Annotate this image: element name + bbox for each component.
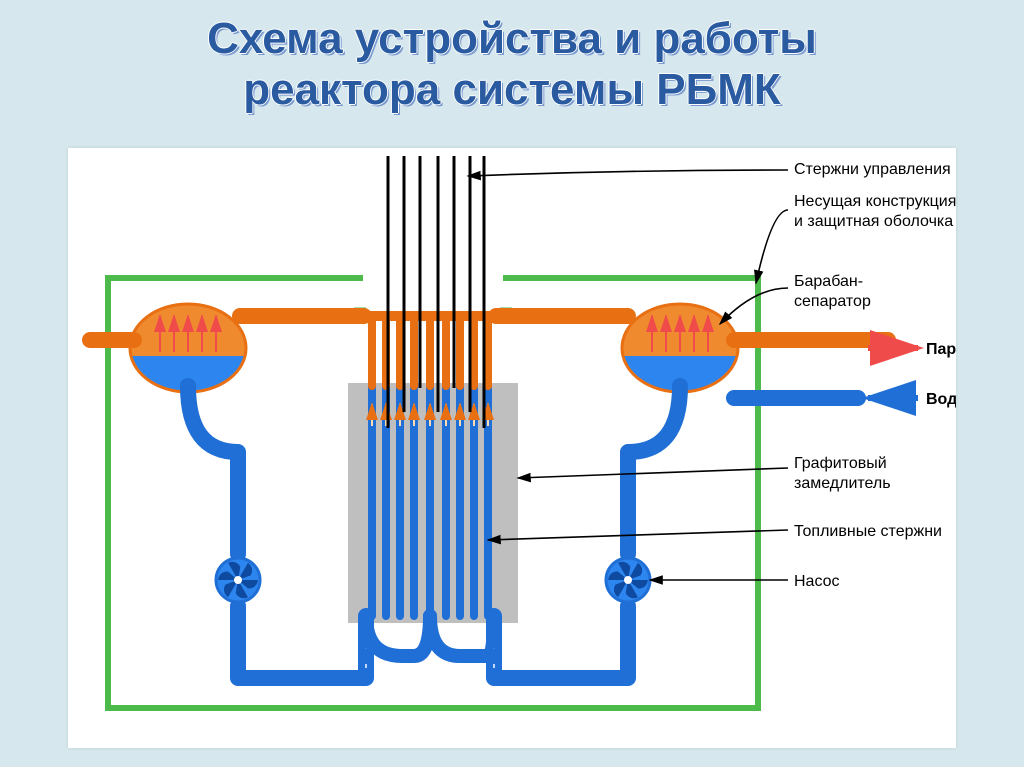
svg-text:и защитная оболочка реак: и защитная оболочка реак	[794, 213, 956, 230]
svg-text:Насос: Насос	[794, 573, 840, 590]
svg-text:Графитовый: Графитовый	[794, 455, 887, 472]
reactor-diagram: Стержни управления и защиты Несущая конст…	[68, 148, 956, 748]
svg-text:Несущая конструкция: Несущая конструкция	[794, 193, 956, 210]
svg-text:Барабан-: Барабан-	[794, 273, 863, 290]
svg-text:Вода: Вода	[926, 391, 956, 408]
svg-text:Пар: Пар	[926, 341, 956, 358]
slide-title: Схема устройства и работы реактора систе…	[0, 14, 1024, 115]
svg-text:Топливные стержни: Топливные стержни	[794, 523, 942, 540]
title-line-1: Схема устройства и работы	[207, 14, 817, 63]
title-line-2: реактора системы РБМК	[243, 65, 781, 114]
svg-text:замедлитель: замедлитель	[794, 475, 891, 492]
svg-text:Стержни управления и защиты: Стержни управления и защиты	[794, 161, 956, 178]
svg-text:сепаратор: сепаратор	[794, 293, 871, 310]
diagram-panel: Стержни управления и защиты Несущая конст…	[68, 148, 956, 748]
